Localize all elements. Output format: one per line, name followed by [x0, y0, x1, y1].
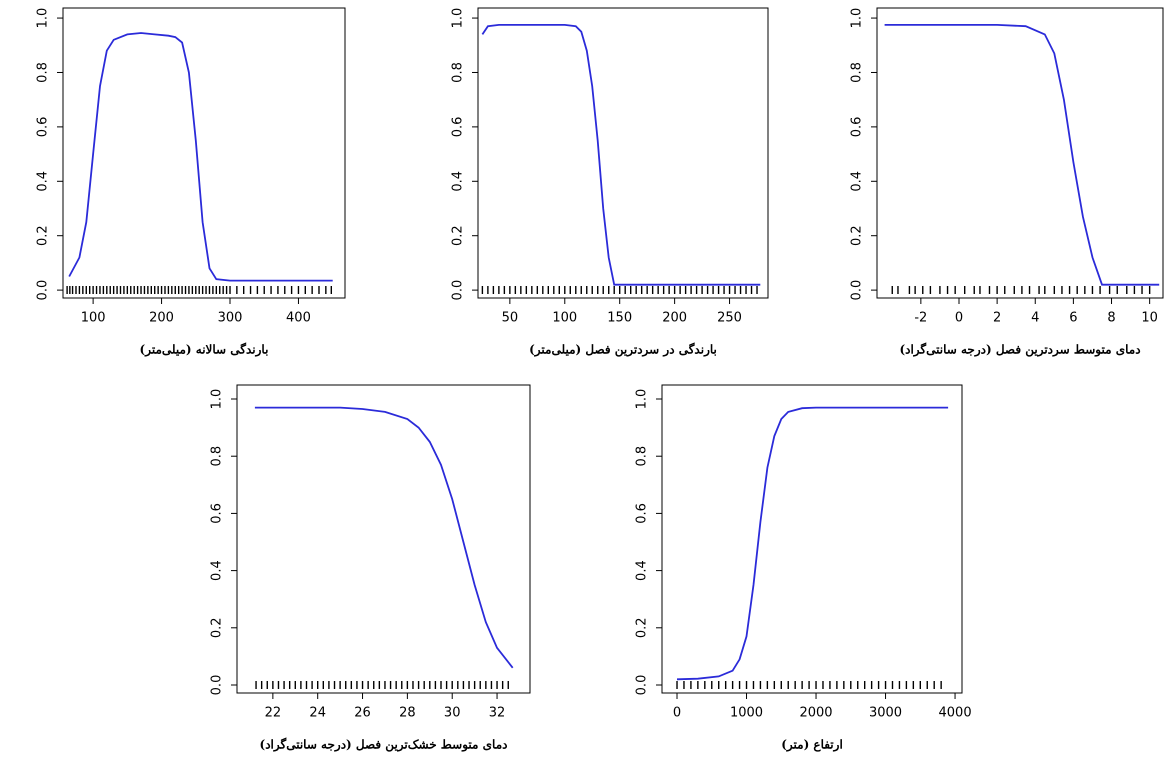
- y-tick-label: 0.4: [451, 171, 466, 192]
- x-tick-label: 6: [1069, 311, 1077, 326]
- x-tick-label: 300: [218, 311, 243, 326]
- y-tick-label: 1.0: [850, 8, 865, 29]
- x-tick-label: 250: [717, 311, 742, 326]
- x-axis-label: ارتفاع (متر): [781, 738, 843, 753]
- plot-frame: [236, 384, 531, 694]
- x-tick-label: 100: [552, 311, 577, 326]
- y-tick-label: 0.0: [635, 675, 650, 696]
- x-tick-label: 150: [607, 311, 632, 326]
- x-tick-label: 28: [399, 706, 416, 721]
- response-curve: [254, 406, 514, 669]
- y-tick-label: 0.8: [850, 62, 865, 83]
- y-tick-label: 0.4: [635, 560, 650, 581]
- x-axis-label: دمای متوسط سردترین فصل (درجه سانتی‌گراد): [899, 342, 1140, 358]
- x-tick-label: 200: [662, 311, 687, 326]
- y-tick-label: 0.0: [210, 675, 225, 696]
- plot-frame: [62, 7, 346, 299]
- plot-frame: [477, 7, 769, 299]
- y-tick-label: 0.0: [451, 280, 466, 301]
- y-tick-label: 0.6: [210, 503, 225, 524]
- y-tick-label: 0.6: [850, 117, 865, 138]
- x-tick-label: 4000: [939, 706, 972, 721]
- x-tick-label: 0: [955, 311, 963, 326]
- y-tick-label: 0.8: [210, 446, 225, 467]
- y-tick-label: 0.0: [850, 280, 865, 301]
- x-tick-label: 32: [489, 706, 506, 721]
- y-tick-label: 0.2: [635, 617, 650, 638]
- x-axis-label: دمای متوسط خشک‌ترین فصل (درجه سانتی‌گراد…: [260, 737, 508, 753]
- x-tick-label: 2: [993, 311, 1001, 326]
- response-curve: [68, 32, 333, 282]
- x-tick-label: 0: [673, 706, 681, 721]
- x-tick-label: 2000: [799, 706, 832, 721]
- x-tick-label: 100: [81, 311, 106, 326]
- x-tick-label: 400: [286, 311, 311, 326]
- plot-frame: [876, 7, 1164, 299]
- x-tick-label: 24: [309, 706, 326, 721]
- x-tick-label: 22: [265, 706, 282, 721]
- y-tick-label: 0.6: [36, 117, 51, 138]
- y-tick-label: 0.2: [850, 225, 865, 246]
- y-tick-label: 0.6: [635, 503, 650, 524]
- y-tick-label: 0.8: [451, 62, 466, 83]
- y-tick-label: 1.0: [451, 8, 466, 29]
- y-tick-label: 0.6: [451, 117, 466, 138]
- y-tick-label: 0.2: [210, 617, 225, 638]
- plot-frame: [661, 384, 963, 694]
- y-tick-label: 0.8: [635, 446, 650, 467]
- x-tick-label: 30: [444, 706, 461, 721]
- y-tick-label: 1.0: [210, 389, 225, 410]
- x-tick-label: 4: [1031, 311, 1039, 326]
- x-axis-label: بارندگی سالانه (میلی‌متر): [140, 342, 269, 358]
- response-curve: [884, 24, 1160, 286]
- y-tick-label: 0.4: [210, 560, 225, 581]
- y-tick-label: 0.4: [36, 171, 51, 192]
- y-tick-label: 0.4: [850, 171, 865, 192]
- x-tick-label: 8: [1107, 311, 1115, 326]
- y-tick-label: 0.8: [36, 62, 51, 83]
- x-tick-label: 1000: [730, 706, 763, 721]
- x-tick-label: 10: [1141, 311, 1158, 326]
- x-tick-label: -2: [914, 311, 927, 326]
- x-tick-label: 3000: [869, 706, 902, 721]
- response-curve: [481, 24, 761, 286]
- response-curve: [676, 406, 949, 681]
- x-tick-label: 26: [354, 706, 371, 721]
- x-tick-label: 50: [502, 311, 519, 326]
- y-tick-label: 1.0: [36, 8, 51, 29]
- y-tick-label: 0.2: [451, 225, 466, 246]
- y-tick-label: 0.2: [36, 225, 51, 246]
- x-tick-label: 200: [149, 311, 174, 326]
- x-axis-label: بارندگی در سردترین فصل (میلی‌متر): [529, 342, 717, 358]
- y-tick-label: 0.0: [36, 280, 51, 301]
- y-tick-label: 1.0: [635, 389, 650, 410]
